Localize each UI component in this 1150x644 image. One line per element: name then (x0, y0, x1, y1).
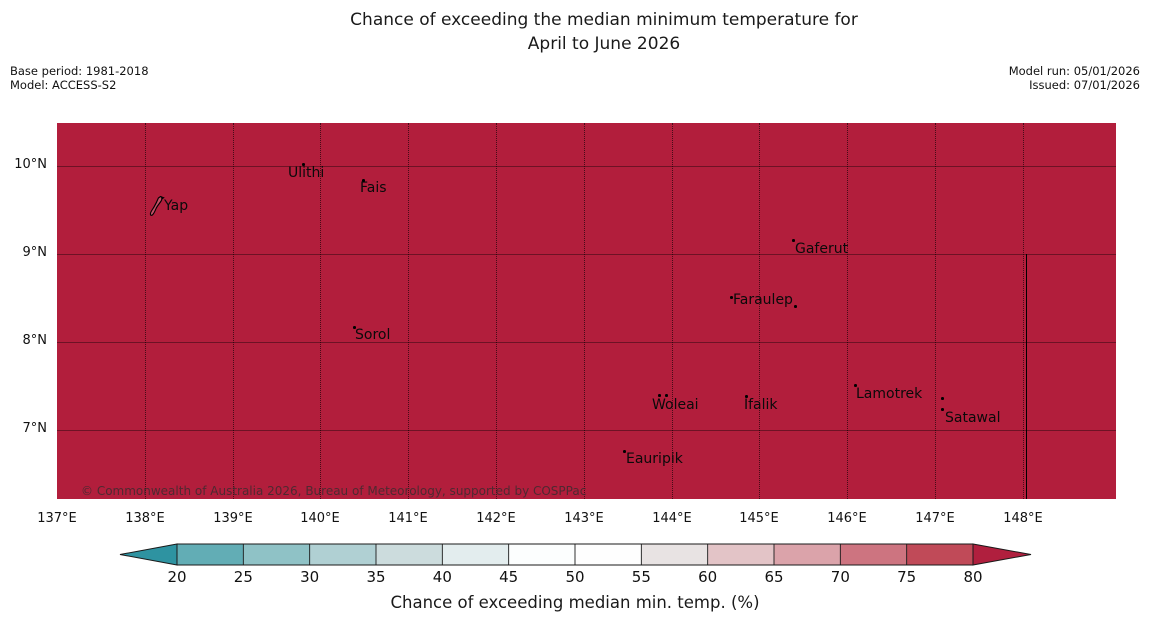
page-title-line1: Chance of exceeding the median minimum t… (350, 10, 858, 30)
colorbar-segment (641, 544, 709, 565)
place-label-ulithi: Ulithi (288, 165, 325, 181)
x-tick-label: 148°E (1003, 511, 1043, 526)
colorbar-segment (177, 544, 244, 565)
colorbar-tick-label: 35 (366, 568, 386, 586)
parallel-gridline (57, 430, 1116, 431)
colorbar-segment (774, 544, 841, 565)
island-marker (658, 394, 661, 397)
issued-text: Issued: 07/01/2026 (1029, 78, 1140, 92)
meta-left: Base period: 1981-2018 Model: ACCESS-S2 (10, 64, 149, 92)
meridian-gridline (408, 123, 409, 499)
map-canvas: Ulithi Fais Yap Gaferut Faraulep Sorol Woleai I… (57, 123, 1116, 499)
island-marker (730, 296, 733, 299)
meridian-gridline (496, 123, 497, 499)
x-tick-label: 139°E (213, 511, 253, 526)
colorbar-tick-label: 80 (963, 568, 983, 586)
colorbar-segment (376, 544, 443, 565)
meridian-gridline (935, 123, 936, 499)
y-tick-label: 9°N (22, 245, 48, 260)
meridian-gridline (584, 123, 585, 499)
meta-right: Model run: 05/01/2026 Issued: 07/01/2026 (1009, 64, 1140, 92)
meridian-gridline (759, 123, 760, 499)
meridian-gridline (233, 123, 234, 499)
colorbar-under-arrow (119, 543, 178, 566)
colorbar-outline (176, 543, 974, 566)
copyright-text: © Commonwealth of Australia 2026, Bureau… (81, 484, 587, 498)
colorbar-segment (243, 544, 311, 565)
region-boundary-line (1026, 254, 1027, 499)
model-run-text: Model run: 05/01/2026 (1008, 64, 1140, 78)
base-period-text: Base period: 1981-2018 (10, 64, 149, 78)
colorbar-tick-label: 70 (830, 568, 850, 586)
place-label-faraulep: Faraulep (733, 292, 793, 308)
place-label-gaferut: Gaferut (795, 241, 849, 257)
x-tick-label: 141°E (388, 511, 428, 526)
place-label-sorol: Sorol (355, 327, 391, 343)
place-label-fais: Fais (360, 180, 387, 196)
colorbar-tick-label: 50 (565, 568, 585, 586)
x-tick-label: 146°E (827, 511, 867, 526)
colorbar-tick-label: 40 (432, 568, 452, 586)
y-tick-label: 7°N (22, 421, 48, 436)
x-tick-label: 140°E (300, 511, 340, 526)
island-marker (353, 326, 356, 329)
meridian-gridline (672, 123, 673, 499)
parallel-gridline (57, 254, 1116, 255)
colorbar-tick-label: 30 (300, 568, 320, 586)
colorbar-segment (707, 544, 775, 565)
island-marker (941, 397, 944, 400)
parallel-gridline (57, 166, 1116, 167)
colorbar-segment (840, 544, 908, 565)
island-marker (794, 305, 797, 308)
colorbar-segment (906, 544, 974, 565)
place-label-eauripik: Eauripik (626, 451, 683, 467)
colorbar-segment (575, 544, 642, 565)
meridian-gridline (1023, 123, 1024, 499)
place-label-yap: Yap (164, 198, 189, 214)
colorbar-label: Chance of exceeding median min. temp. (%… (390, 593, 760, 612)
x-tick-label: 143°E (564, 511, 604, 526)
place-label-woleai: Woleai (652, 397, 699, 413)
place-label-satawal: Satawal (945, 410, 1001, 426)
page-title: Chance of exceeding the median minimum t… (0, 8, 1150, 56)
island-marker (623, 450, 626, 453)
colorbar-tick-label: 75 (897, 568, 917, 586)
island-marker (362, 179, 365, 182)
island-marker (665, 394, 668, 397)
x-tick-label: 137°E (37, 511, 77, 526)
place-label-ifalik: Ifalik (744, 397, 778, 413)
x-tick-label: 138°E (125, 511, 165, 526)
model-text: Model: ACCESS-S2 (10, 78, 117, 92)
island-marker (745, 395, 748, 398)
y-tick-label: 10°N (14, 157, 47, 172)
x-tick-label: 144°E (652, 511, 692, 526)
colorbar-tick-label: 25 (233, 568, 253, 586)
colorbar-over-arrow (972, 543, 1032, 566)
colorbar-tick-label: 20 (167, 568, 187, 586)
island-marker (302, 163, 305, 166)
x-tick-label: 142°E (476, 511, 516, 526)
island-marker (854, 384, 857, 387)
island-marker (792, 239, 795, 242)
place-label-lamotrek: Lamotrek (856, 386, 923, 402)
colorbar-tick-label: 45 (499, 568, 519, 586)
x-tick-label: 145°E (739, 511, 779, 526)
meridian-gridline (145, 123, 146, 499)
x-tick-label: 147°E (915, 511, 955, 526)
meridian-gridline (320, 123, 321, 499)
colorbar-segment (309, 544, 377, 565)
colorbar-segment (508, 544, 576, 565)
colorbar-segment (442, 544, 510, 565)
page-title-line2: April to June 2026 (527, 34, 681, 54)
colorbar-tick-label: 55 (631, 568, 651, 586)
parallel-gridline (57, 342, 1116, 343)
colorbar-tick-label: 65 (764, 568, 784, 586)
yap-island-icon (149, 195, 165, 216)
meridian-gridline (847, 123, 848, 499)
colorbar-tick-label: 60 (698, 568, 718, 586)
y-tick-label: 8°N (22, 333, 48, 348)
island-marker (941, 408, 944, 411)
